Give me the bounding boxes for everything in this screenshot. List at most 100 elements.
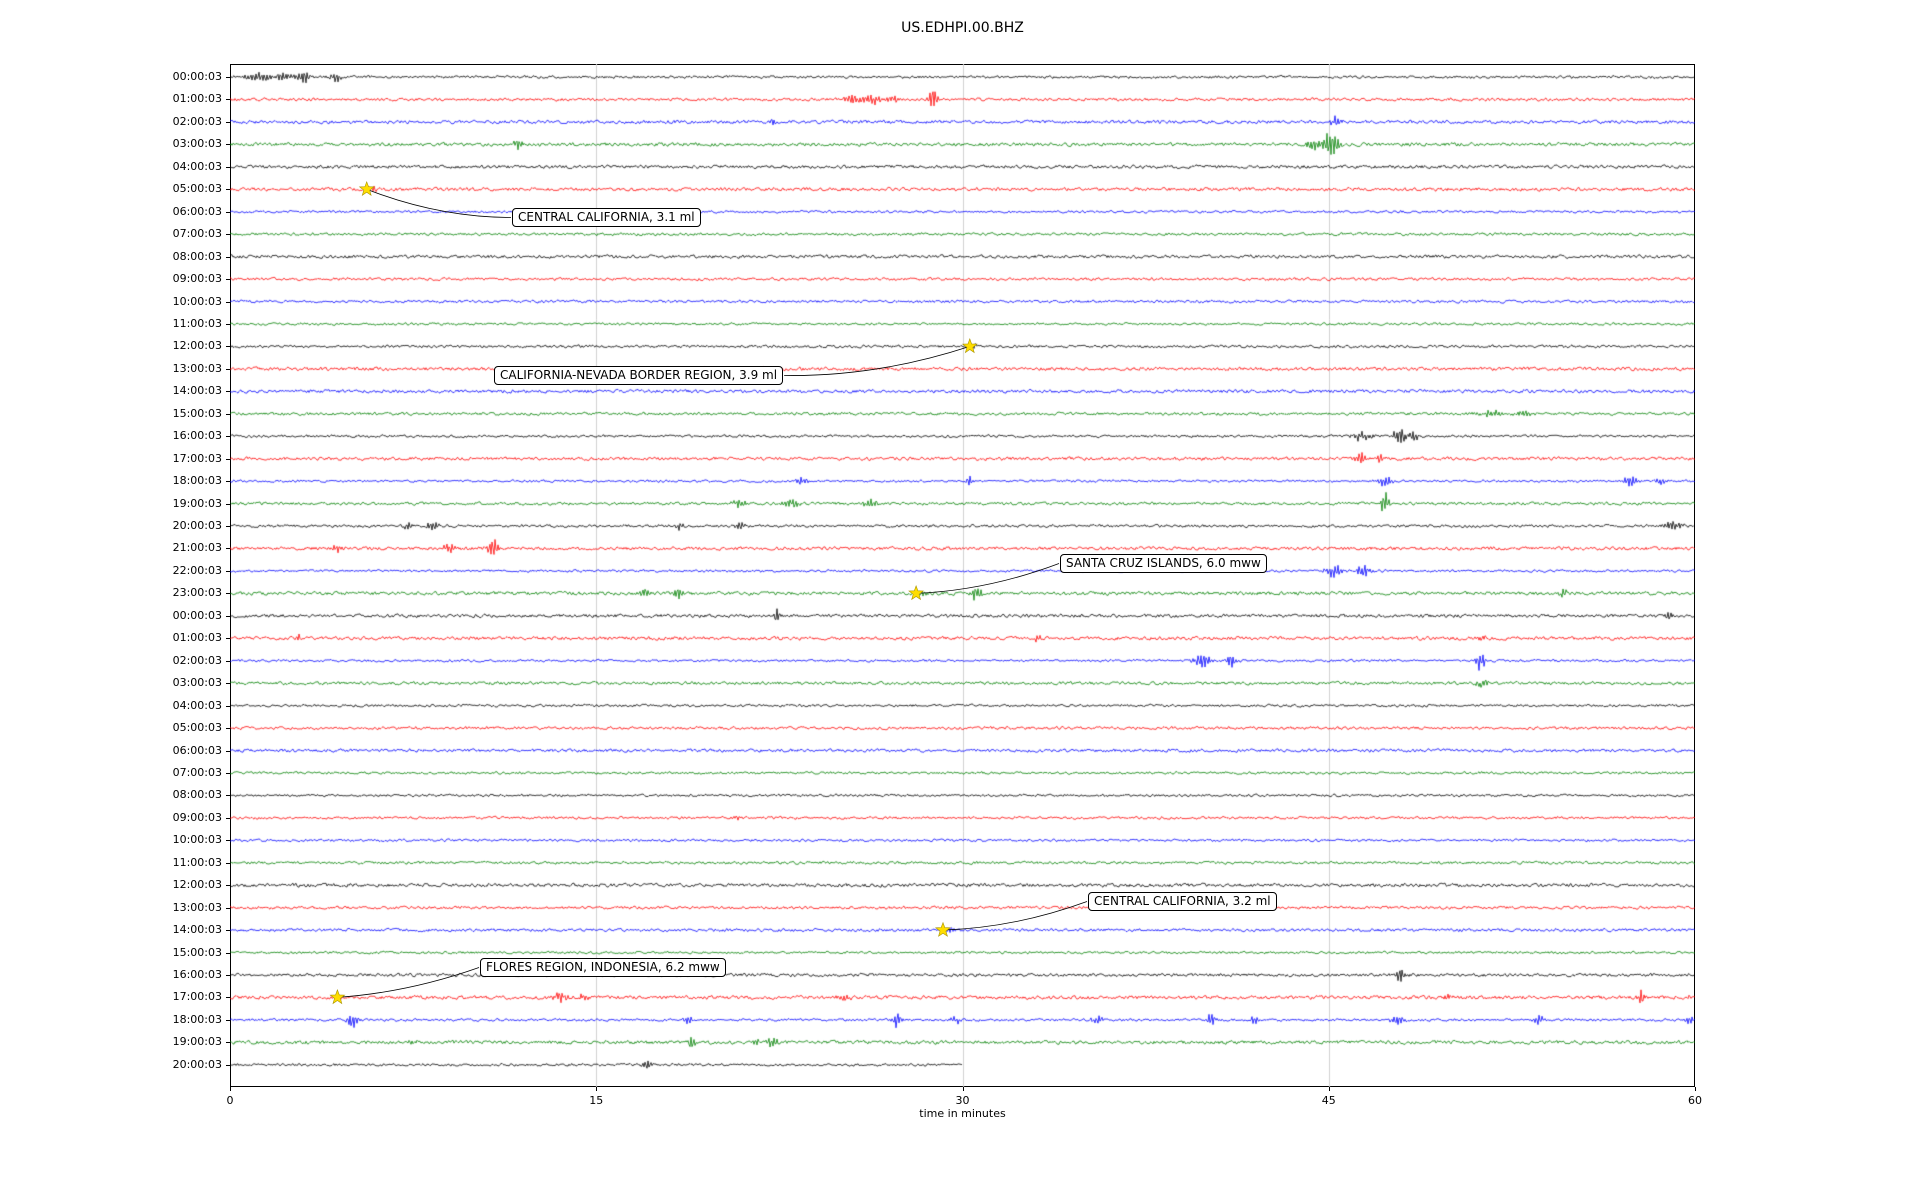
y-tick-label: 00:00:03 (172, 70, 222, 83)
y-tick-mark (226, 930, 230, 932)
y-tick-mark (226, 705, 230, 707)
event-label-santa-cruz-islands: SANTA CRUZ ISLANDS, 6.0 mww (1060, 554, 1267, 573)
y-tick-mark (226, 862, 230, 864)
y-tick-label: 19:00:03 (172, 1035, 222, 1049)
y-tick-mark (226, 503, 230, 505)
y-tick-label: 17:00:03 (172, 451, 222, 465)
y-tick-mark (226, 234, 230, 236)
y-tick-label: 03:00:03 (172, 137, 222, 151)
y-tick-label: 04:00:03 (172, 698, 222, 712)
y-tick-mark (226, 166, 230, 168)
y-tick-label: 12:00:03 (172, 339, 222, 353)
y-tick-mark (226, 750, 230, 752)
y-tick-label: 01:00:03 (172, 631, 222, 645)
y-tick-mark (226, 615, 230, 617)
x-tick-label: 30 (955, 1094, 970, 1107)
y-tick-mark (226, 660, 230, 662)
y-tick-mark (226, 683, 230, 685)
y-tick-mark (226, 391, 230, 393)
y-tick-label: 13:00:03 (172, 361, 222, 375)
y-tick-label: 07:00:03 (172, 227, 222, 241)
y-tick-label: 09:00:03 (172, 810, 222, 824)
x-tick-mark (1329, 1087, 1330, 1091)
x-tick-mark (596, 1087, 597, 1091)
y-tick-mark (226, 570, 230, 572)
x-tick-label: 60 (1688, 1094, 1702, 1107)
y-tick-label: 09:00:03 (172, 272, 222, 286)
y-tick-label: 02:00:03 (172, 653, 222, 667)
event-label-california-nevada-border: CALIFORNIA-NEVADA BORDER REGION, 3.9 ml (494, 366, 784, 385)
y-tick-label: 00:00:03 (172, 608, 222, 622)
y-tick-mark (226, 593, 230, 595)
event-label-flores-region-indonesia: FLORES REGION, INDONESIA, 6.2 mww (480, 958, 726, 977)
y-tick-label: 06:00:03 (172, 743, 222, 757)
y-tick-mark (226, 211, 230, 213)
y-tick-label: 18:00:03 (172, 1012, 222, 1026)
y-tick-mark (226, 481, 230, 483)
y-tick-label: 03:00:03 (172, 676, 222, 690)
y-tick-label: 02:00:03 (172, 114, 222, 128)
y-tick-mark (226, 795, 230, 797)
y-tick-mark (226, 840, 230, 842)
y-tick-mark (226, 1019, 230, 1021)
y-tick-label: 04:00:03 (172, 159, 222, 173)
y-tick-label: 22:00:03 (172, 563, 222, 577)
y-tick-mark (226, 368, 230, 370)
y-tick-mark (226, 189, 230, 191)
y-tick-mark (226, 279, 230, 281)
y-tick-label: 16:00:03 (172, 429, 222, 443)
y-tick-mark (226, 301, 230, 303)
y-tick-mark (226, 548, 230, 550)
y-tick-mark (226, 458, 230, 460)
y-tick-label: 08:00:03 (172, 249, 222, 263)
y-tick-label: 11:00:03 (172, 855, 222, 869)
y-tick-label: 01:00:03 (172, 92, 222, 106)
y-tick-label: 20:00:03 (172, 1057, 222, 1071)
y-tick-label: 14:00:03 (172, 384, 222, 398)
event-label-central-california-3-2: CENTRAL CALIFORNIA, 3.2 ml (1088, 892, 1277, 911)
y-tick-label: 08:00:03 (172, 788, 222, 802)
y-tick-label: 11:00:03 (172, 316, 222, 330)
y-tick-label: 05:00:03 (172, 182, 222, 196)
y-tick-mark (226, 1064, 230, 1066)
x-axis-title: time in minutes (919, 1107, 1006, 1120)
x-tick-label: 15 (589, 1094, 604, 1107)
y-tick-mark (226, 638, 230, 640)
y-tick-label: 15:00:03 (172, 406, 222, 420)
y-tick-label: 10:00:03 (172, 833, 222, 847)
y-tick-label: 23:00:03 (172, 586, 222, 600)
y-tick-label: 06:00:03 (172, 204, 222, 218)
y-tick-label: 20:00:03 (172, 519, 222, 532)
y-tick-mark (226, 346, 230, 348)
x-tick-mark (1695, 1087, 1696, 1091)
y-tick-label: 21:00:03 (172, 541, 222, 555)
y-tick-label: 13:00:03 (172, 900, 222, 914)
y-tick-mark (226, 1042, 230, 1044)
y-tick-label: 05:00:03 (172, 721, 222, 735)
x-tick-mark (963, 1087, 964, 1091)
y-tick-label: 07:00:03 (172, 765, 222, 779)
y-tick-label: 10:00:03 (172, 294, 222, 308)
y-tick-label: 17:00:03 (172, 990, 222, 1004)
y-tick-mark (226, 323, 230, 325)
y-tick-label: 15:00:03 (172, 945, 222, 959)
y-tick-mark (226, 436, 230, 438)
y-tick-mark (226, 256, 230, 258)
y-tick-label: 16:00:03 (172, 968, 222, 981)
x-tick-label: 0 (226, 1094, 234, 1107)
y-tick-mark (226, 144, 230, 146)
y-tick-mark (226, 413, 230, 415)
y-tick-label: 14:00:03 (172, 923, 222, 937)
y-tick-mark (226, 907, 230, 909)
plot-title: US.EDHPI.00.BHZ (901, 20, 1024, 36)
y-tick-label: 18:00:03 (172, 474, 222, 488)
x-tick-label: 45 (1321, 1094, 1336, 1107)
y-tick-mark (226, 121, 230, 123)
y-tick-mark (226, 997, 230, 999)
y-tick-mark (226, 772, 230, 774)
x-tick-mark (230, 1087, 231, 1091)
y-tick-mark (226, 77, 230, 78)
y-tick-mark (226, 885, 230, 887)
y-tick-mark (226, 975, 230, 976)
